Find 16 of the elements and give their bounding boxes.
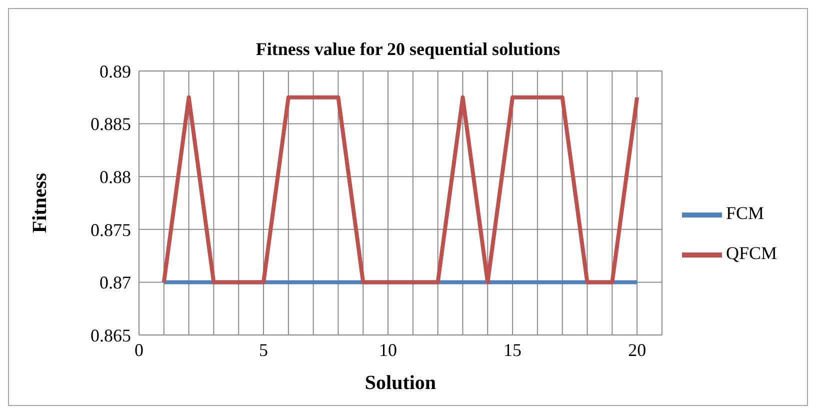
legend-label: FCM (726, 203, 764, 224)
x-tick-label: 20 (628, 340, 646, 360)
y-tick-label: 0.89 (100, 61, 131, 82)
y-tick-label: 0.88 (100, 166, 131, 187)
chart-title: Fitness value for 20 sequential solutions (256, 39, 560, 59)
x-tick-label: 5 (259, 340, 268, 360)
y-axis-title: Fitness (29, 172, 52, 233)
y-tick-label: 0.885 (90, 114, 131, 134)
y-tick-label: 0.87 (100, 272, 131, 293)
legend-label: QFCM (726, 243, 777, 264)
x-tick-label: 15 (504, 340, 522, 360)
x-axis-title: Solution (364, 372, 436, 394)
y-tick-label: 0.865 (90, 325, 131, 346)
x-tick-label: 0 (134, 340, 144, 360)
y-tick-label: 0.875 (90, 220, 131, 240)
x-tick-label: 10 (379, 340, 398, 360)
